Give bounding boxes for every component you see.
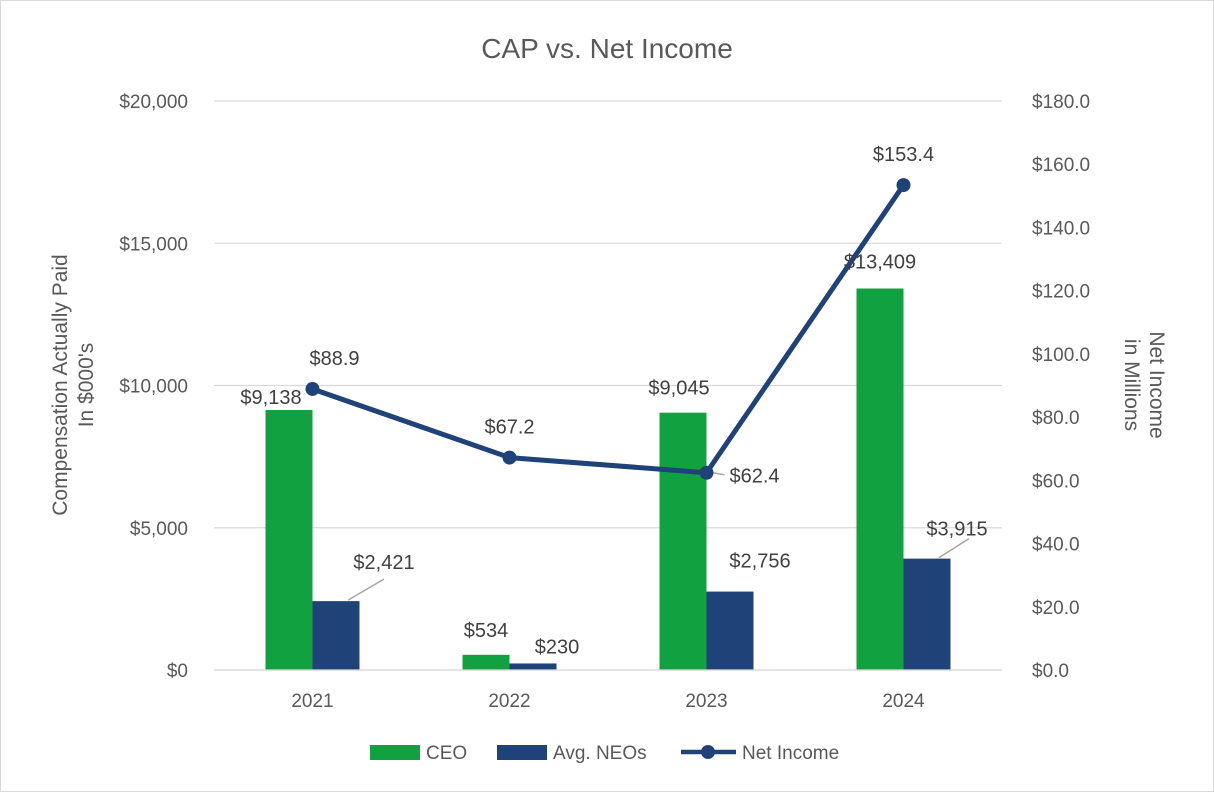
bar-ceo bbox=[856, 288, 904, 670]
bar-avg-neos bbox=[312, 601, 360, 670]
right-axis-tick-label: $180.0 bbox=[1032, 92, 1090, 113]
right-axis-title-line-1: Net Income bbox=[1145, 331, 1168, 438]
left-axis-tick-label: $10,000 bbox=[119, 377, 188, 398]
x-axis-tick-label: 2023 bbox=[685, 691, 727, 712]
x-axis-tick-label: 2022 bbox=[488, 691, 530, 712]
legend-swatch-ceo bbox=[370, 745, 420, 760]
legend-marker-net-income bbox=[701, 745, 715, 759]
right-axis-ticks: $0.0 $20.0 $40.0 $60.0 $80.0 $100.0 $120.0 $140… bbox=[1032, 92, 1090, 682]
right-axis-tick-label: $120.0 bbox=[1032, 282, 1090, 303]
net-income-point bbox=[699, 465, 714, 480]
right-axis-tick-label: $60.0 bbox=[1032, 471, 1080, 492]
legend-label-net-income: Net Income bbox=[742, 743, 839, 764]
right-axis-title-line-2: in Millions bbox=[1120, 339, 1143, 431]
chart-title: CAP vs. Net Income bbox=[481, 33, 733, 64]
left-axis-tick-label: $20,000 bbox=[119, 92, 188, 113]
leader-lines bbox=[347, 472, 970, 601]
left-axis-tick-label: $5,000 bbox=[130, 519, 188, 540]
right-axis-tick-label: $100.0 bbox=[1032, 345, 1090, 366]
data-label-avg-neos: $2,756 bbox=[729, 551, 790, 573]
data-label-ceo: $9,138 bbox=[240, 387, 301, 409]
leader-line bbox=[938, 537, 970, 559]
data-label-net-income: $62.4 bbox=[729, 466, 779, 488]
bar-avg-neos bbox=[903, 558, 951, 670]
data-label-avg-neos: $230 bbox=[535, 636, 580, 658]
data-label-ceo: $534 bbox=[464, 620, 509, 642]
x-axis-ticks: 2021 2022 2023 2024 bbox=[291, 691, 925, 712]
right-axis-tick-label: $140.0 bbox=[1032, 218, 1090, 239]
leader-line bbox=[347, 578, 385, 601]
right-axis-tick-label: $40.0 bbox=[1032, 535, 1080, 556]
bar-ceo bbox=[462, 654, 510, 670]
left-axis-title-line-2: In $000's bbox=[75, 343, 98, 428]
data-label-net-income: $67.2 bbox=[484, 417, 534, 439]
bar-avg-neos bbox=[509, 663, 557, 670]
net-income-point bbox=[896, 178, 911, 193]
bar-ceo bbox=[265, 410, 313, 670]
bar-ceo bbox=[659, 412, 707, 670]
data-label-avg-neos: $3,915 bbox=[926, 519, 987, 541]
legend-label-ceo: CEO bbox=[426, 743, 467, 764]
right-axis-tick-label: $0.0 bbox=[1032, 661, 1069, 682]
data-label-net-income: $153.4 bbox=[873, 144, 934, 166]
left-axis-tick-label: $15,000 bbox=[119, 234, 188, 255]
leader-line bbox=[712, 472, 725, 476]
data-label-net-income: $88.9 bbox=[309, 348, 359, 370]
x-axis-tick-label: 2021 bbox=[291, 691, 333, 712]
net-income-point bbox=[305, 381, 320, 396]
left-axis-title-line-1: Compensation Actually Paid bbox=[49, 254, 72, 516]
bars bbox=[214, 288, 1002, 671]
data-label-ceo: $13,409 bbox=[844, 252, 916, 274]
data-label-ceo: $9,045 bbox=[648, 378, 709, 400]
data-labels: $9,138 $534 $9,045 $13,409 $2,421 $230 $2,756 $… bbox=[240, 144, 987, 658]
legend: CEO Avg. NEOs Net Income bbox=[370, 743, 839, 764]
right-axis-tick-label: $80.0 bbox=[1032, 408, 1080, 429]
data-label-avg-neos: $2,421 bbox=[353, 552, 414, 574]
legend-label-avg-neos: Avg. NEOs bbox=[553, 743, 647, 764]
net-income-series-line bbox=[311, 183, 906, 476]
net-income-point bbox=[502, 450, 517, 465]
net-income-line bbox=[305, 178, 911, 480]
legend-swatch-avg-neos bbox=[497, 745, 547, 760]
bar-avg-neos bbox=[706, 591, 754, 670]
left-axis-ticks: $0 $5,000 $10,000 $15,000 $20,000 bbox=[119, 92, 188, 682]
x-axis-tick-label: 2024 bbox=[882, 691, 925, 712]
right-axis-tick-label: $20.0 bbox=[1032, 598, 1080, 619]
right-axis-tick-label: $160.0 bbox=[1032, 155, 1090, 176]
left-axis-tick-label: $0 bbox=[167, 661, 188, 682]
